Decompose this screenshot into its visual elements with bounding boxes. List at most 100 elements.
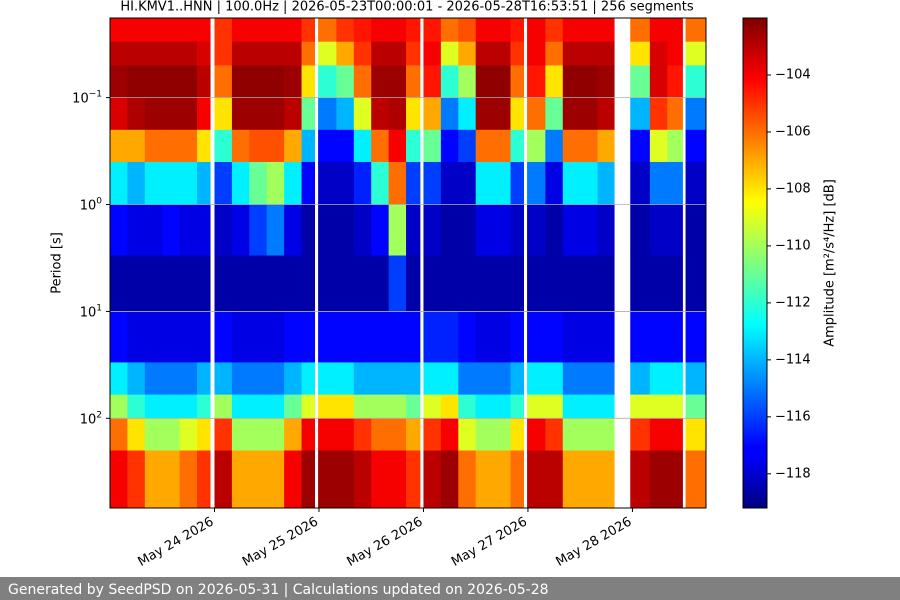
heatmap-cell <box>336 394 355 419</box>
heatmap-cell <box>284 255 302 312</box>
heatmap-cell <box>388 41 407 66</box>
heatmap-cell <box>493 418 511 451</box>
heatmap-cell <box>685 97 707 131</box>
heatmap-cell <box>667 41 683 66</box>
heatmap-cell <box>318 65 337 99</box>
heatmap-cell <box>440 255 459 312</box>
heatmap-cell <box>162 129 181 163</box>
heatmap-cell <box>406 65 421 99</box>
heatmap-cell <box>336 418 355 451</box>
heatmap-cell <box>685 418 707 451</box>
heatmap-cell <box>109 255 128 312</box>
heatmap-cell <box>580 394 599 419</box>
heatmap-cell <box>475 450 494 509</box>
heatmap-cell <box>423 204 442 256</box>
heatmap-cell <box>423 450 442 509</box>
heatmap-cell <box>301 311 316 363</box>
y-tick-label: 102 <box>80 410 102 427</box>
heatmap-cell <box>197 161 211 205</box>
heatmap-cell <box>144 41 163 66</box>
heatmap-cell <box>127 418 146 451</box>
heatmap-cell <box>527 362 546 396</box>
heatmap-cell <box>249 418 268 451</box>
heatmap-cell <box>162 255 181 312</box>
heatmap-cell <box>527 450 546 509</box>
heatmap-cell <box>597 41 615 66</box>
heatmap-cell <box>527 65 546 99</box>
heatmap-cell <box>562 129 581 163</box>
heatmap-cell <box>493 450 511 509</box>
heatmap-cell <box>545 362 564 396</box>
heatmap-cell <box>597 255 615 312</box>
heatmap-cell <box>231 129 250 163</box>
heatmap-cell <box>284 362 302 396</box>
heatmap-cell <box>301 204 316 256</box>
heatmap-cell <box>284 204 302 256</box>
colorbar-tick-label: −112 <box>775 295 811 310</box>
heatmap-cell <box>231 41 250 66</box>
heatmap-cell <box>562 41 581 66</box>
heatmap-cell <box>423 255 442 312</box>
heatmap-cell <box>197 394 211 419</box>
heatmap-cell <box>423 65 442 99</box>
heatmap-cell <box>179 418 198 451</box>
heatmap-cell <box>179 18 198 43</box>
heatmap-cell <box>630 161 651 205</box>
heatmap-cell <box>458 204 477 256</box>
heatmap-cell <box>685 450 707 509</box>
heatmap-cell <box>685 311 707 363</box>
heatmap-cell <box>249 450 268 509</box>
heatmap-cell <box>685 255 707 312</box>
heatmap-cell <box>249 97 268 131</box>
colorbar-tick-label: −104 <box>775 67 811 82</box>
heatmap-cell <box>388 418 407 451</box>
heatmap-cell <box>630 255 651 312</box>
heatmap-cell <box>527 311 546 363</box>
heatmap-cell <box>127 41 146 66</box>
heatmap-cell <box>630 450 651 509</box>
footer-text: Generated by SeedPSD on 2026-05-31 | Cal… <box>8 582 549 598</box>
heatmap-cell <box>493 394 511 419</box>
heatmap-cell <box>510 418 524 451</box>
heatmap-cell <box>630 362 651 396</box>
heatmap-cell <box>388 129 407 163</box>
heatmap-cell <box>301 129 316 163</box>
heatmap-cell <box>685 129 707 163</box>
heatmap-cell <box>231 418 250 451</box>
heatmap-cell <box>214 97 233 131</box>
heatmap-cell <box>580 65 599 99</box>
heatmap-cell <box>214 65 233 99</box>
heatmap-cell <box>144 161 163 205</box>
heatmap-cell <box>510 362 524 396</box>
x-tick-label: May 24 2026 <box>136 514 217 569</box>
colorbar-tick-label: −116 <box>775 409 811 424</box>
heatmap-cell <box>371 161 390 205</box>
heatmap-cell <box>527 161 546 205</box>
heatmap-cell <box>144 97 163 131</box>
heatmap-cell <box>179 311 198 363</box>
heatmap-cell <box>197 204 211 256</box>
heatmap-cell <box>667 394 683 419</box>
heatmap-cell <box>162 311 181 363</box>
heatmap-cell <box>406 97 421 131</box>
heatmap-cell <box>249 204 268 256</box>
heatmap-cell <box>144 255 163 312</box>
heatmap-cell <box>249 255 268 312</box>
heatmap-cell <box>580 362 599 396</box>
heatmap-cell <box>510 204 524 256</box>
heatmap-cell <box>231 450 250 509</box>
heatmap-cell <box>667 65 683 99</box>
heatmap-cell <box>580 311 599 363</box>
heatmap-cell <box>510 97 524 131</box>
heatmap-cell <box>667 97 683 131</box>
heatmap-cell <box>127 204 146 256</box>
heatmap-cell <box>630 129 651 163</box>
heatmap-cell <box>649 450 668 509</box>
heatmap-cell <box>301 362 316 396</box>
heatmap-cell <box>440 362 459 396</box>
heatmap-cell <box>318 362 337 396</box>
heatmap-cell <box>527 394 546 419</box>
heatmap-cell <box>527 97 546 131</box>
heatmap-cell <box>580 161 599 205</box>
colorbar <box>742 17 768 509</box>
